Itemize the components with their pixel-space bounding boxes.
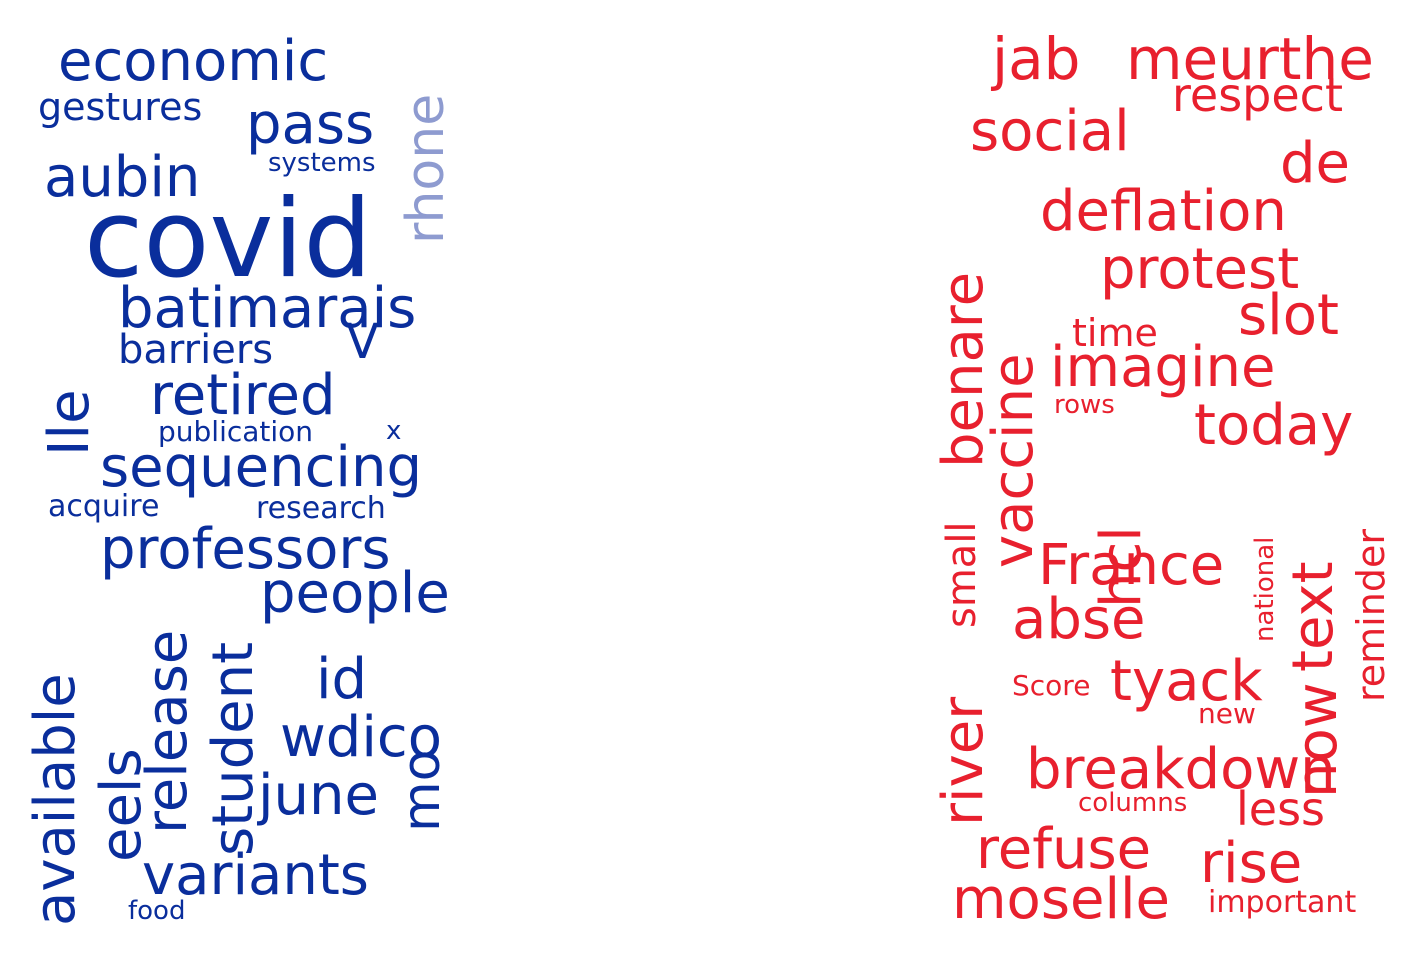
word-score: Score bbox=[1012, 669, 1091, 702]
word-economic: economic bbox=[58, 29, 329, 94]
word-river: river bbox=[931, 696, 996, 826]
word-imagine: imagine bbox=[1050, 335, 1276, 400]
word-mo: mo bbox=[392, 749, 452, 832]
word-important: important bbox=[1208, 885, 1357, 920]
word-research: research bbox=[256, 491, 386, 526]
word-social: social bbox=[970, 99, 1130, 164]
word-text: text bbox=[1281, 561, 1346, 672]
word-national: national bbox=[1250, 536, 1280, 642]
word-today: today bbox=[1194, 393, 1354, 458]
word-less: less bbox=[1236, 782, 1326, 836]
word-cloud-left: economic gestures pass rhone systems aub… bbox=[0, 0, 700, 966]
word-gestures: gestures bbox=[38, 85, 203, 129]
word-v: V bbox=[346, 314, 379, 370]
word-france: France bbox=[1038, 533, 1225, 598]
word-sequencing: sequencing bbox=[100, 435, 422, 500]
word-protest: protest bbox=[1100, 237, 1300, 302]
word-aubin: aubin bbox=[44, 145, 201, 210]
word-rise: rise bbox=[1200, 831, 1303, 896]
word-barriers: barriers bbox=[118, 327, 274, 373]
word-systems: systems bbox=[268, 148, 376, 178]
word-people: people bbox=[260, 561, 450, 626]
word-retired: retired bbox=[150, 363, 336, 428]
word-de: de bbox=[1280, 131, 1350, 196]
word-food: food bbox=[128, 896, 186, 926]
word-abse: abse bbox=[1012, 587, 1146, 652]
word-respect: respect bbox=[1172, 68, 1343, 122]
word-id: id bbox=[316, 647, 368, 712]
word-jab: jab bbox=[992, 25, 1081, 93]
word-meurthe: meurthe bbox=[1126, 25, 1374, 93]
word-refuse: refuse bbox=[976, 817, 1152, 882]
word-batimarais: batimarais bbox=[118, 276, 417, 341]
word-student: student bbox=[201, 641, 266, 856]
word-rhone: rhone bbox=[396, 93, 456, 244]
word-june: june bbox=[258, 763, 379, 828]
word-pass: pass bbox=[246, 92, 375, 157]
word-moselle: moselle bbox=[952, 867, 1171, 932]
word-rows: rows bbox=[1054, 390, 1115, 420]
word-tyack: tyack bbox=[1110, 649, 1263, 714]
word-cloud-right: jab meurthe respect social de deflation … bbox=[700, 0, 1419, 966]
word-available: available bbox=[23, 673, 88, 926]
word-covid: covid bbox=[84, 177, 372, 302]
word-ile: Ile bbox=[37, 389, 102, 456]
word-slot: slot bbox=[1238, 283, 1339, 348]
word-variants: variants bbox=[142, 843, 369, 908]
word-small: small bbox=[939, 521, 985, 628]
word-wdico: wdico bbox=[280, 705, 442, 770]
word-publication: publication bbox=[158, 415, 314, 448]
word-time: time bbox=[1072, 311, 1158, 355]
word-vaccine: vaccine bbox=[981, 353, 1046, 568]
word-acquire: acquire bbox=[48, 489, 160, 524]
word-professors: professors bbox=[100, 517, 391, 582]
word-columns: columns bbox=[1078, 788, 1188, 818]
word-reminder: reminder bbox=[1349, 529, 1393, 702]
word-deflation: deflation bbox=[1040, 179, 1287, 244]
word-breakdown: breakdown bbox=[1026, 737, 1336, 802]
word-x: x bbox=[386, 416, 402, 446]
word-new: new bbox=[1198, 697, 1256, 730]
